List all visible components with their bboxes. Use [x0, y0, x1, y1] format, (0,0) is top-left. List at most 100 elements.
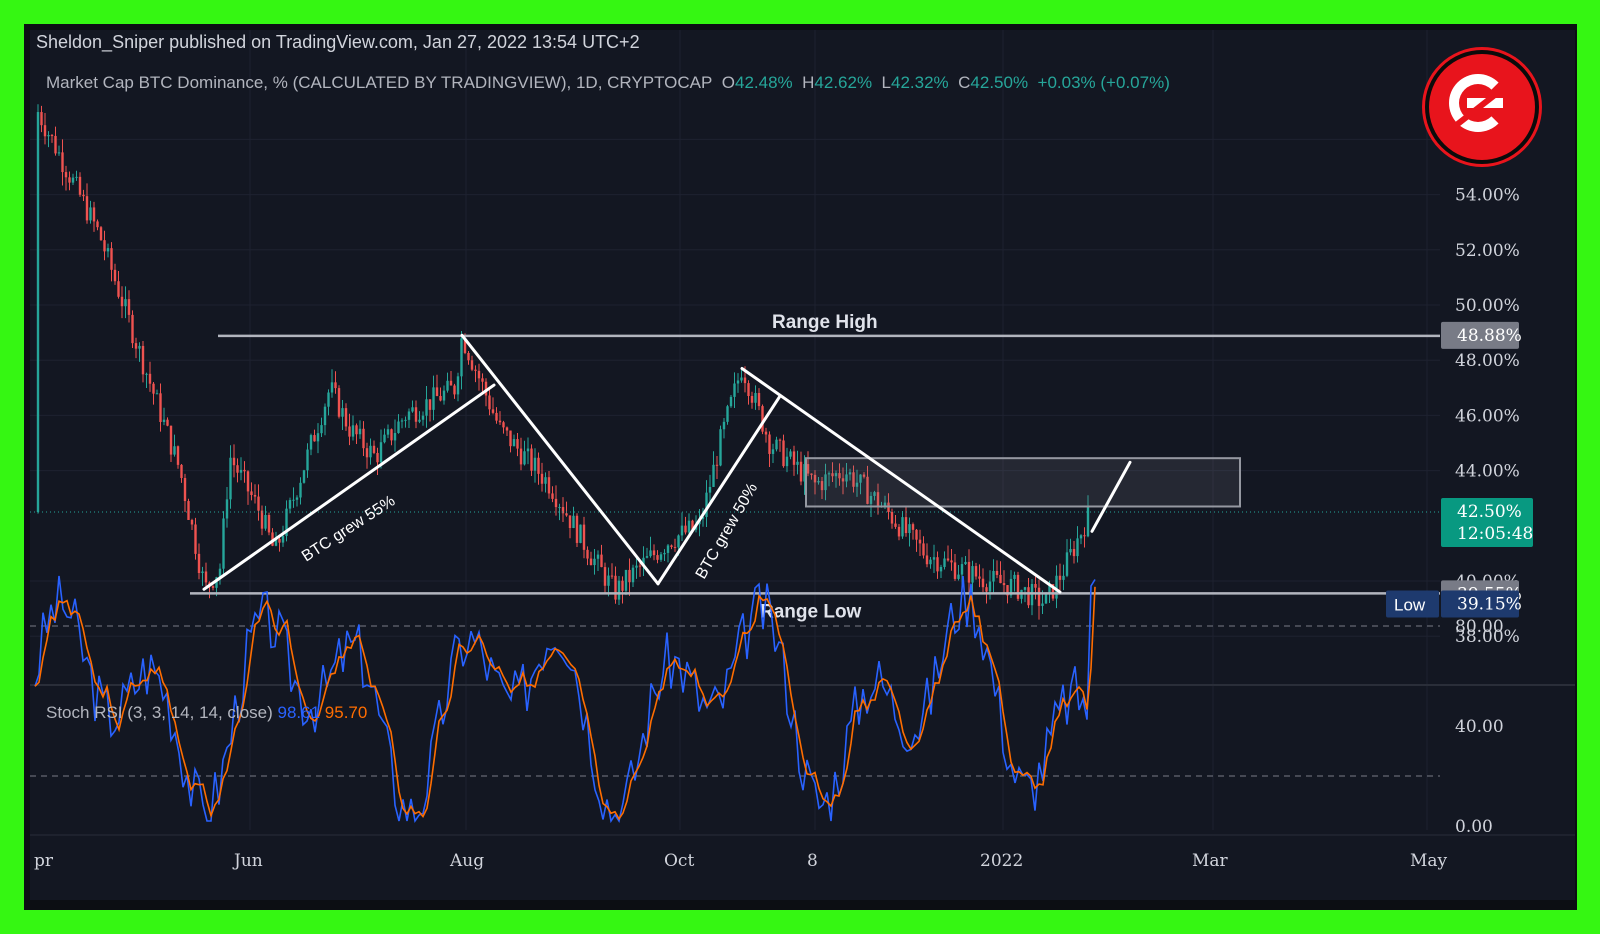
candle-body	[1062, 575, 1065, 580]
candle-body	[96, 221, 99, 228]
candle-body	[985, 587, 988, 592]
candle-body	[862, 474, 866, 477]
candle-body	[642, 557, 645, 566]
candle-body	[264, 514, 267, 529]
candle-body	[939, 566, 943, 572]
candle-body	[110, 248, 113, 270]
x-tick-label: Jun	[232, 851, 263, 871]
candle-body	[733, 383, 736, 397]
open-value: 42.48%	[735, 73, 793, 92]
candle-body	[666, 545, 670, 553]
candle-body	[330, 382, 334, 393]
candle-body	[239, 469, 243, 473]
candle-body	[421, 415, 425, 420]
open-label: O	[721, 73, 736, 92]
candle-body	[54, 135, 57, 154]
candle-body	[376, 452, 379, 463]
candle-body	[946, 558, 950, 561]
candle-body	[750, 396, 754, 403]
candle-body	[761, 406, 764, 432]
candle-body	[120, 296, 124, 307]
candle-body	[288, 500, 292, 509]
candle-body	[1041, 603, 1044, 606]
x-tick-label: pr	[34, 851, 54, 871]
candle-body	[600, 554, 603, 568]
tag-last-price-text: 42.50%	[1457, 502, 1522, 522]
candle-body	[775, 439, 778, 450]
candle-body	[719, 429, 722, 466]
candle-body	[533, 457, 537, 471]
trendline-down-1	[460, 333, 660, 586]
candle-body	[449, 380, 453, 386]
candle-body	[883, 502, 887, 506]
candle-body	[932, 557, 936, 560]
candle-body	[85, 196, 89, 221]
candle-body	[348, 426, 351, 437]
stoch-rsi-legend: Stoch RSI (3, 3, 14, 14, close) 98.61 95…	[46, 703, 367, 723]
candle-body	[295, 497, 299, 500]
candle-body	[36, 112, 40, 513]
candle-body	[274, 538, 278, 546]
tag-range-high-text: 48.88%	[1457, 326, 1522, 346]
tag-low-value-bg	[1441, 590, 1519, 618]
candle-body	[628, 569, 631, 583]
candle-body	[610, 575, 614, 577]
candle-body	[190, 519, 194, 525]
chart-svg[interactable]: 56.00%54.00%52.00%50.00%48.00%46.00%44.0…	[30, 30, 1575, 900]
candle-body	[386, 429, 390, 435]
candle-body	[813, 474, 817, 483]
symbol-legend: Market Cap BTC Dominance, % (CALCULATED …	[46, 73, 1170, 93]
candle-body	[519, 448, 523, 465]
candle-body	[621, 580, 624, 591]
candle-body	[337, 388, 341, 417]
y-tick-label: 52.00%	[1455, 241, 1520, 261]
x-tick-label: 8	[807, 851, 818, 871]
candle-body	[656, 555, 659, 560]
candle-body	[831, 473, 834, 477]
publish-header: Sheldon_Sniper published on TradingView.…	[36, 32, 640, 52]
candle-body	[526, 448, 530, 452]
candle-body	[211, 586, 215, 588]
candle-body	[166, 419, 169, 426]
candle-body	[390, 429, 393, 441]
candle-body	[537, 457, 540, 474]
candle-body	[726, 406, 729, 422]
candle-body	[572, 515, 575, 528]
candle-body	[992, 570, 995, 582]
candle-body	[908, 524, 911, 534]
candle-body	[691, 520, 694, 530]
candle-body	[159, 393, 162, 422]
candle-body	[271, 532, 274, 546]
high-value: 42.62%	[814, 73, 873, 92]
candle-body	[432, 387, 435, 410]
candle-body	[523, 451, 526, 465]
candle-body	[113, 269, 117, 282]
candle-body	[267, 514, 271, 533]
candle-body	[789, 451, 792, 457]
candle-body	[92, 207, 96, 222]
candle-body	[89, 207, 92, 221]
candle-body	[204, 571, 208, 583]
candle-body	[845, 474, 848, 482]
candle-body	[736, 380, 740, 384]
candle-body	[1065, 552, 1069, 576]
candle-body	[187, 501, 190, 520]
candle-body	[568, 515, 572, 528]
close-label: C	[958, 73, 971, 92]
candle-body	[341, 408, 344, 417]
candle-body	[495, 412, 498, 421]
candle-body	[512, 439, 516, 447]
candle-body	[565, 513, 568, 516]
candle-body	[684, 525, 687, 533]
candle-body	[222, 518, 225, 569]
candle-body	[876, 492, 880, 508]
candle-body	[236, 465, 239, 473]
candle-body	[540, 473, 544, 484]
rsi-y-tick-label: 40.00	[1455, 717, 1504, 737]
candle-body	[316, 433, 320, 442]
candle-body	[848, 472, 852, 475]
candle-body	[810, 473, 813, 475]
chart-panel[interactable]: 56.00%54.00%52.00%50.00%48.00%46.00%44.0…	[30, 30, 1575, 900]
annotation-btc-grew-50: BTC grew 50%	[693, 480, 762, 582]
candle-body	[358, 428, 362, 435]
